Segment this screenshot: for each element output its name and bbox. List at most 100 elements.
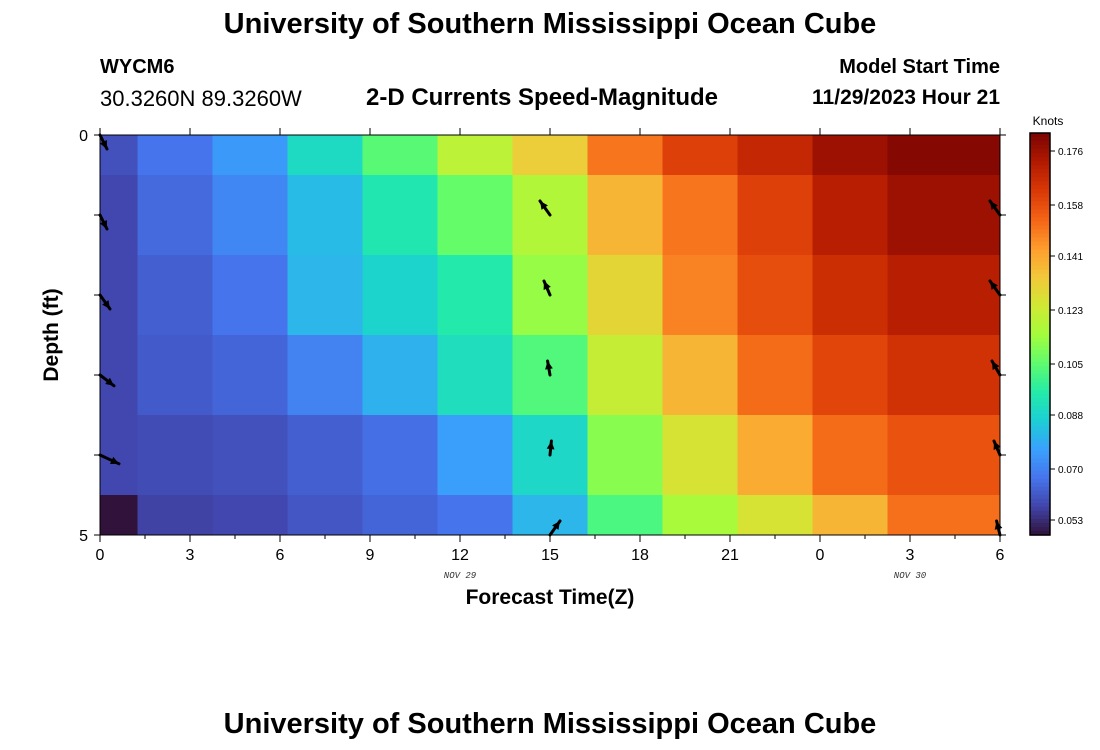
heatmap-cell	[212, 495, 288, 536]
colorbar-swatch	[1030, 165, 1050, 170]
model-start-label: Model Start Time	[839, 56, 1000, 78]
colorbar-swatch	[1030, 490, 1050, 496]
colorbar-swatch	[1030, 313, 1050, 319]
heatmap-cell	[137, 135, 213, 176]
heatmap-cell	[962, 175, 1001, 256]
colorbar-swatch	[1030, 217, 1050, 223]
colorbar-swatch	[1030, 173, 1050, 178]
heatmap-cell	[587, 415, 663, 496]
heatmap-cell	[737, 255, 813, 336]
colorbar-swatch	[1030, 518, 1050, 524]
heatmap-cell	[662, 415, 738, 496]
current-arrow	[546, 439, 555, 457]
colorbar-tick-label: 0.158	[1058, 201, 1083, 212]
x-tick-label: 15	[541, 547, 559, 564]
x-tick-label: 12	[451, 547, 469, 564]
heatmap-cell	[512, 135, 588, 176]
colorbar-swatch	[1030, 498, 1050, 504]
colorbar-swatch	[1030, 329, 1050, 335]
arrow-head	[546, 441, 555, 450]
heatmap-cell	[962, 415, 1001, 496]
heatmap-cell	[962, 495, 1001, 536]
heatmap-cell	[100, 415, 138, 496]
colorbar-swatch	[1030, 466, 1050, 472]
heatmap-cell	[212, 335, 288, 416]
arrow-head	[99, 140, 107, 149]
colorbar-tick-label: 0.070	[1058, 465, 1083, 476]
heatmap-cell	[512, 495, 588, 536]
chart-subtitle: 2-D Currents Speed-Magnitude	[366, 84, 719, 111]
colorbar-tick-label: 0.141	[1058, 252, 1083, 263]
heatmap-cell	[587, 255, 663, 336]
colorbar-swatch	[1030, 213, 1050, 219]
heatmap-cell	[887, 135, 963, 176]
colorbar-swatch	[1030, 253, 1050, 259]
colorbar-swatch	[1030, 390, 1050, 395]
colorbar-swatch	[1030, 233, 1050, 239]
colorbar-swatch	[1030, 406, 1050, 411]
colorbar-swatch	[1030, 358, 1050, 363]
heatmap-cell	[887, 495, 963, 536]
model-start-value: 11/29/2023 Hour 21	[812, 86, 1000, 109]
arrow-head	[105, 377, 114, 386]
colorbar-swatch	[1030, 285, 1050, 291]
colorbar-swatch	[1030, 221, 1050, 227]
heatmap-cell	[437, 335, 513, 416]
colorbar-swatch	[1030, 177, 1050, 182]
arrow-head	[110, 456, 119, 464]
colorbar-swatch	[1030, 350, 1050, 355]
colorbar-swatch	[1030, 378, 1050, 383]
heatmap-cell	[100, 335, 138, 416]
x-tick-label: 6	[276, 547, 285, 564]
colorbar-swatch	[1030, 450, 1050, 456]
axis-ticks	[94, 128, 1006, 542]
colorbar-swatch	[1030, 281, 1050, 287]
colorbar-swatch	[1030, 346, 1050, 351]
colorbar-tick-label: 0.176	[1058, 147, 1083, 158]
heatmap-cell	[362, 495, 438, 536]
colorbar-swatch	[1030, 133, 1050, 138]
current-arrow	[988, 279, 1002, 297]
colorbar-swatch	[1030, 494, 1050, 500]
x-date-label: NOV 29	[444, 571, 477, 581]
colorbar-swatch	[1030, 502, 1050, 508]
heatmap-cell	[737, 415, 813, 496]
heatmap-cell	[362, 415, 438, 496]
heatmap-cell	[887, 415, 963, 496]
colorbar-swatch	[1030, 522, 1050, 528]
arrow-head	[99, 220, 107, 229]
colorbar-swatch	[1030, 157, 1050, 162]
colorbar-swatch	[1030, 366, 1050, 371]
colorbar-swatch	[1030, 277, 1050, 283]
x-tick-label: 3	[906, 547, 915, 564]
colorbar-swatch	[1030, 482, 1050, 488]
heatmap-cell	[962, 135, 1001, 176]
colorbar-frame	[1029, 132, 1051, 536]
colorbar-swatch	[1030, 338, 1050, 343]
heatmap-cell	[437, 415, 513, 496]
heatmap-cell	[812, 255, 888, 336]
colorbar-swatch	[1030, 486, 1050, 492]
colorbar-swatch	[1030, 297, 1050, 303]
colorbar-swatch	[1030, 301, 1050, 307]
arrow-head	[990, 201, 998, 210]
heatmap-cell	[287, 135, 363, 176]
colorbar-swatch	[1030, 362, 1050, 367]
arrow-head	[552, 521, 560, 530]
heatmap-cell	[287, 335, 363, 416]
colorbar-swatch	[1030, 446, 1050, 452]
heatmap-cell	[212, 255, 288, 336]
current-arrow	[545, 359, 553, 377]
colorbar-swatch	[1030, 434, 1050, 440]
colorbar-swatch	[1030, 229, 1050, 235]
colorbar-swatch	[1030, 334, 1050, 339]
current-arrow	[98, 133, 109, 151]
colorbar-swatch	[1030, 530, 1050, 536]
colorbar-swatch	[1030, 410, 1050, 415]
heatmap-cell	[100, 255, 138, 336]
station-id: WYCM6	[100, 56, 175, 78]
heatmap-cell	[287, 255, 363, 336]
heatmap-cell	[662, 495, 738, 536]
colorbar-swatch	[1030, 478, 1050, 484]
y-tick-label: 0	[79, 128, 88, 145]
